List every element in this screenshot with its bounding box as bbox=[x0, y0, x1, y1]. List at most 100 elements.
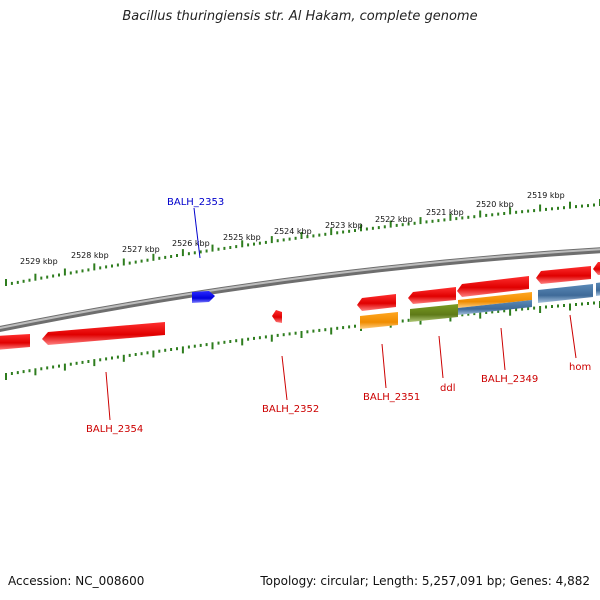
minor-tick bbox=[401, 319, 404, 323]
minor-tick bbox=[258, 336, 261, 340]
minor-tick bbox=[264, 335, 267, 339]
minor-tick bbox=[377, 226, 380, 230]
minor-tick bbox=[348, 229, 351, 233]
kbp-label: 2523 kbp bbox=[325, 221, 363, 230]
label-balh-2353[interactable]: BALH_2353 bbox=[167, 197, 224, 208]
minor-tick bbox=[527, 307, 530, 311]
minor-tick bbox=[28, 369, 31, 373]
label-ddl[interactable]: ddl bbox=[440, 383, 455, 394]
genome-summary-text: Topology: circular; Length: 5,257,091 bp… bbox=[260, 574, 590, 588]
minor-tick bbox=[545, 305, 547, 309]
minor-tick bbox=[437, 219, 440, 223]
gene-forward-1[interactable] bbox=[357, 294, 396, 311]
outer-tick-ring bbox=[5, 199, 600, 286]
gene-reverse-left[interactable] bbox=[0, 334, 30, 350]
minor-tick bbox=[455, 217, 458, 221]
minor-tick bbox=[247, 337, 250, 341]
gene-forward-3[interactable] bbox=[457, 276, 529, 297]
minor-tick bbox=[515, 210, 518, 214]
major-tick bbox=[211, 244, 214, 252]
minor-tick bbox=[146, 258, 149, 262]
minor-tick bbox=[111, 356, 113, 360]
major-tick bbox=[569, 303, 571, 311]
label-balh-2351[interactable]: BALH_2351 bbox=[363, 392, 420, 403]
label-hom[interactable]: hom bbox=[569, 362, 591, 373]
major-tick bbox=[449, 314, 452, 322]
major-tick bbox=[211, 342, 214, 350]
minor-tick bbox=[503, 212, 506, 215]
minor-tick bbox=[223, 246, 226, 250]
minor-tick bbox=[461, 313, 464, 317]
minor-tick bbox=[521, 210, 524, 214]
minor-tick bbox=[282, 238, 285, 242]
gene-ddl[interactable] bbox=[410, 304, 458, 322]
minor-tick bbox=[425, 220, 428, 224]
minor-tick bbox=[164, 348, 167, 352]
minor-tick bbox=[282, 333, 285, 337]
minor-tick bbox=[16, 280, 19, 284]
minor-tick bbox=[318, 328, 321, 332]
label-balh-2349[interactable]: BALH_2349 bbox=[481, 374, 538, 385]
minor-tick bbox=[312, 234, 315, 238]
gene-balh-2352[interactable] bbox=[272, 310, 282, 323]
gene-balh-2354[interactable] bbox=[42, 322, 165, 345]
minor-tick bbox=[557, 304, 559, 308]
minor-tick bbox=[485, 311, 488, 314]
gene-hom[interactable] bbox=[538, 284, 593, 303]
minor-tick bbox=[575, 303, 577, 306]
minor-tick bbox=[134, 260, 137, 264]
kbp-label: 2519 kbp bbox=[527, 191, 565, 200]
gene-balh-2351[interactable] bbox=[360, 312, 398, 329]
minor-tick bbox=[140, 259, 143, 263]
minor-tick bbox=[176, 254, 178, 257]
major-tick bbox=[569, 201, 571, 209]
minor-tick bbox=[365, 227, 368, 231]
gene-balh-2353[interactable] bbox=[192, 291, 215, 303]
minor-tick bbox=[217, 341, 220, 345]
minor-tick bbox=[223, 340, 226, 344]
map-title: Bacillus thuringiensis str. Al Hakam, co… bbox=[122, 9, 478, 24]
minor-tick bbox=[294, 331, 297, 335]
major-tick bbox=[63, 268, 66, 276]
minor-tick bbox=[10, 281, 13, 285]
minor-tick bbox=[81, 269, 84, 273]
minor-tick bbox=[342, 230, 345, 234]
major-tick bbox=[5, 279, 7, 286]
minor-tick bbox=[170, 255, 173, 258]
reverse-strand-genes bbox=[0, 282, 600, 350]
label-balh-2354[interactable]: BALH_2354 bbox=[86, 424, 143, 435]
gene-forward-4[interactable] bbox=[536, 266, 591, 284]
minor-tick bbox=[497, 309, 500, 313]
major-tick bbox=[122, 258, 125, 266]
minor-tick bbox=[229, 246, 232, 249]
major-tick bbox=[93, 263, 96, 271]
gene-balh-2349[interactable] bbox=[458, 300, 532, 315]
gene-orange-long[interactable] bbox=[458, 292, 532, 308]
gene-forward-2[interactable] bbox=[408, 287, 456, 304]
minor-tick bbox=[193, 344, 196, 348]
minor-tick bbox=[52, 274, 55, 278]
minor-tick bbox=[193, 251, 196, 255]
minor-tick bbox=[199, 250, 202, 254]
minor-tick bbox=[533, 209, 536, 213]
minor-tick bbox=[342, 326, 345, 330]
minor-tick bbox=[288, 332, 291, 336]
minor-tick bbox=[176, 347, 178, 351]
minor-tick bbox=[199, 343, 202, 347]
gene-forward-5[interactable] bbox=[593, 262, 600, 275]
minor-tick bbox=[258, 241, 261, 245]
accession-text: Accession: NC_008600 bbox=[8, 574, 145, 588]
minor-tick bbox=[593, 301, 595, 305]
minor-tick bbox=[383, 225, 386, 229]
kbp-label: 2520 kbp bbox=[476, 200, 514, 209]
minor-tick bbox=[46, 366, 49, 370]
gene-steel-right[interactable] bbox=[596, 282, 600, 296]
minor-tick bbox=[105, 265, 108, 269]
minor-tick bbox=[99, 358, 102, 362]
label-balh-2352[interactable]: BALH_2352 bbox=[262, 404, 319, 415]
minor-tick bbox=[235, 339, 238, 343]
minor-tick bbox=[551, 305, 553, 308]
major-tick bbox=[479, 311, 482, 319]
kbp-label: 2528 kbp bbox=[71, 251, 109, 260]
